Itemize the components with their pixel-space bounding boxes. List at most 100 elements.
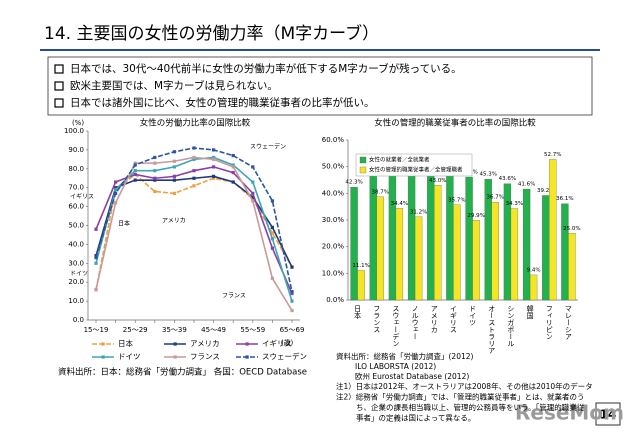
x-axis-label: (歳) [281,338,294,347]
legend-label: スウェーデン [262,351,307,361]
x-tick-label: フランス [373,305,381,333]
point-marker [290,290,294,294]
x-tick-label: シンガポール [507,305,515,347]
legend-marker [101,342,105,346]
watermark: ReseMom [515,401,624,425]
x-tick-label: 45～49 [201,326,226,334]
bar [465,176,473,301]
y-tick-label: 70.0 [68,184,84,192]
page-number-box [595,402,621,426]
point-marker [114,191,118,195]
bullet-marker [54,98,64,108]
y-tick-label: 20.0 [68,278,84,286]
bar [376,196,384,301]
value-label: 35.7% [448,197,465,203]
point-marker [133,169,137,173]
value-label: 45.3% [480,172,497,178]
value-label: 41.6% [518,182,535,188]
point-marker [114,180,118,184]
x-tick-label: 25～29 [123,326,148,334]
x-tick-label: 65～69 [280,326,305,334]
bar [472,220,480,301]
slide-title: 14. 主要国の女性の労働力率（M字カーブ） [44,23,379,44]
point-marker [94,288,98,292]
bullet-box [47,56,593,116]
point-marker [251,197,255,201]
legend-label: イギリス [262,339,292,348]
point-marker [192,146,196,150]
x-tick-label: フィリピン [545,305,553,340]
x-tick-label: 日本 [354,305,362,320]
legend-swatch [359,166,367,174]
point-marker [153,189,157,194]
point-marker [153,178,157,182]
point-marker [94,256,98,260]
point-marker [172,150,176,154]
bar [510,208,519,301]
y-tick-label: 0.0% [326,296,344,304]
point-marker [231,170,235,175]
value-label: 36.1% [556,196,573,202]
bar [395,208,404,301]
bullet-text: 日本では、30代～40代前半に女性の労働力率が低下するM字カーブが残っている。 [70,62,462,75]
value-label: 9.4% [527,267,541,273]
bullet-text: 欧米主要国では、M字カーブは見られない。 [70,79,278,92]
legend-label: 女性の管理的職業従事者／全管理職者 [369,166,463,174]
value-label: 43.6% [499,176,516,182]
bullet-text: 日本では諸外国に比べ、女性の管理的職業従事者の比率が低い。 [70,96,375,109]
x-tick-label: 35～39 [162,326,187,334]
point-marker [192,176,196,180]
point-marker [251,180,255,184]
y-tick-label: 30.0 [68,259,84,267]
legend-marker [101,355,105,359]
point-marker [290,299,294,303]
bar [549,159,557,301]
y-tick-label: 60.0% [322,136,345,144]
point-marker [212,165,216,169]
legend-marker [173,355,177,359]
legend-marker [173,342,177,346]
x-tick-label: マレーシア [564,305,572,340]
point-marker [153,176,157,180]
point-marker [251,165,255,169]
point-marker [270,237,274,241]
point-marker [290,265,294,269]
bar [388,173,397,301]
bar [568,233,576,301]
point-marker [133,163,137,167]
page-number: 14 [600,408,617,422]
point-marker [172,174,176,178]
legend-marker [245,355,249,359]
bar [434,185,442,301]
value-label: 36.7% [487,195,504,201]
point-marker [172,191,176,195]
value-label: 34.3% [506,201,523,207]
source: 欧州 Eurostat Database (2012) [355,371,469,381]
point-marker [172,178,176,182]
point-marker [172,165,176,169]
legend-label: 女性の就業者／全就業者 [369,156,430,164]
legend-swatch [359,156,367,164]
point-marker [290,291,294,296]
point-marker [212,157,216,161]
note: 事者」の定義は国によって異なる。 [356,413,475,423]
x-tick-label: 15～19 [84,326,109,334]
bar [427,173,435,301]
point-marker [270,225,274,229]
point-marker [251,195,255,199]
point-marker [114,186,118,190]
chart-title: 女性の管理的職業従事者の比率の国際比較 [374,118,536,129]
point-marker [212,176,216,180]
annotation: スウェーデン [250,143,286,151]
point-marker [231,153,235,158]
legend-label: ドイツ [118,352,141,361]
y-tick-label: 100.0 [64,127,84,135]
value-label: 52.7% [544,152,561,158]
value-label: 34.4% [391,201,408,207]
bar [529,274,538,301]
y-tick-label: 20.0% [322,243,345,251]
x-tick-label: ノルウェー [411,305,419,340]
point-marker [192,157,196,161]
point-marker [94,261,98,265]
